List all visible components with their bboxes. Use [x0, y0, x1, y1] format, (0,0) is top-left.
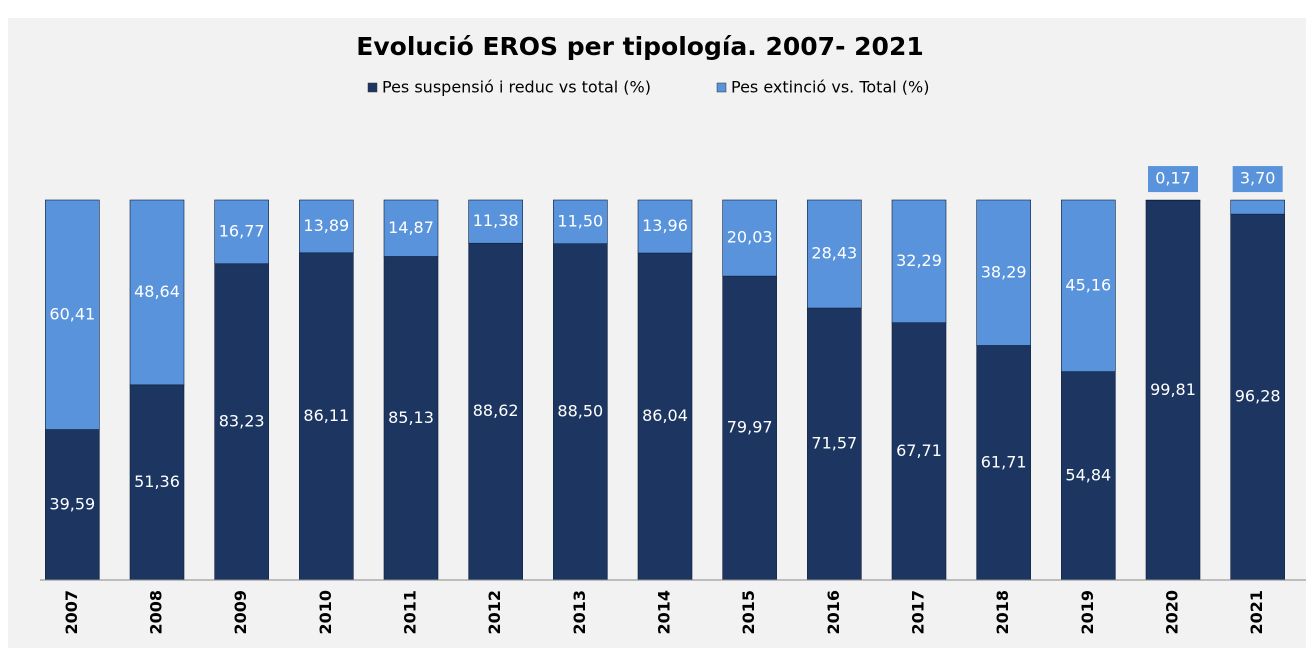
x-tick-label: 2009	[231, 590, 250, 635]
chart-title: Evolució EROS per tipología. 2007- 2021	[356, 32, 923, 61]
x-tick-label: 2008	[147, 590, 166, 635]
x-tick-label: 2017	[909, 590, 928, 635]
x-tick-label: 2015	[739, 590, 758, 635]
data-label: 39,59	[49, 494, 95, 513]
bar-segment	[553, 243, 608, 581]
bar-segment	[1230, 199, 1285, 215]
data-label: 3,70	[1240, 169, 1276, 188]
bar-segment	[553, 199, 608, 245]
bar-segment	[891, 199, 947, 324]
data-label: 83,23	[219, 411, 265, 430]
bar-segment	[45, 199, 100, 430]
bar-segment	[807, 307, 862, 581]
bar-segment	[637, 199, 693, 254]
bar-segment	[45, 429, 100, 581]
bar-segment	[637, 252, 693, 581]
data-label: 48,64	[134, 282, 180, 301]
legend-label: Pes extinció vs. Total (%)	[731, 78, 929, 97]
data-label: 32,29	[896, 251, 942, 270]
bar-segment	[468, 199, 523, 244]
data-label: 61,71	[981, 452, 1027, 471]
x-tick-label: 2010	[316, 590, 335, 635]
x-tick-label: 2016	[824, 590, 843, 635]
data-label: 88,50	[557, 401, 603, 420]
data-label: 96,28	[1235, 387, 1281, 406]
data-label: 11,50	[557, 211, 603, 230]
data-label: 14,87	[388, 218, 434, 237]
bar-segment	[1061, 199, 1116, 372]
data-label: 28,43	[811, 244, 857, 263]
bar-segment	[129, 199, 185, 386]
x-tick-label: 2013	[570, 590, 589, 635]
data-label: 11,38	[473, 211, 519, 230]
data-label: 45,16	[1065, 275, 1111, 294]
x-tick-label: 2018	[993, 590, 1012, 635]
bar-segment	[299, 199, 354, 254]
bar-segment	[891, 322, 947, 581]
data-label: 20,03	[727, 228, 773, 247]
bar-segment	[1061, 371, 1116, 581]
bar-segment	[1145, 199, 1201, 202]
x-tick-label: 2011	[401, 590, 420, 635]
data-label: 60,41	[49, 304, 95, 323]
bar-segment	[1230, 213, 1285, 581]
data-label: 79,97	[727, 418, 773, 437]
bar-segment	[807, 199, 862, 309]
data-label-box	[1232, 166, 1283, 193]
bar-segment	[722, 275, 777, 581]
legend-swatch	[716, 82, 727, 93]
data-label: 16,77	[219, 221, 265, 240]
data-label: 54,84	[1065, 465, 1111, 484]
bar-segment	[299, 252, 354, 581]
data-label: 67,71	[896, 441, 942, 460]
bar-segment	[383, 256, 439, 581]
x-tick-label: 2014	[655, 590, 674, 635]
data-label: 13,96	[642, 216, 688, 235]
x-tick-label: 2020	[1163, 590, 1182, 635]
data-label-box	[1148, 166, 1198, 193]
x-tick-label: 2021	[1247, 590, 1266, 635]
x-tick-label: 2007	[62, 590, 81, 635]
data-label: 86,04	[642, 406, 688, 425]
bar-segment	[976, 345, 1031, 581]
data-label: 38,29	[981, 262, 1027, 281]
data-label: 13,89	[303, 216, 349, 235]
data-label: 51,36	[134, 472, 180, 491]
data-label: 86,11	[303, 406, 349, 425]
x-tick-label: 2012	[485, 590, 504, 635]
data-label: 0,17	[1155, 169, 1191, 188]
bar-segment	[214, 199, 269, 265]
legend-swatch	[367, 82, 378, 93]
x-tick-label: 2019	[1078, 590, 1097, 635]
bar-segment	[722, 199, 777, 277]
legend-label: Pes suspensió i reduc vs total (%)	[382, 78, 651, 97]
bar-segment	[976, 199, 1031, 346]
data-label: 99,81	[1150, 380, 1196, 399]
bar-segment	[383, 199, 439, 257]
bar-segment	[129, 384, 185, 581]
data-label: 88,62	[473, 401, 519, 420]
data-label: 71,57	[811, 434, 857, 453]
data-label: 85,13	[388, 408, 434, 427]
